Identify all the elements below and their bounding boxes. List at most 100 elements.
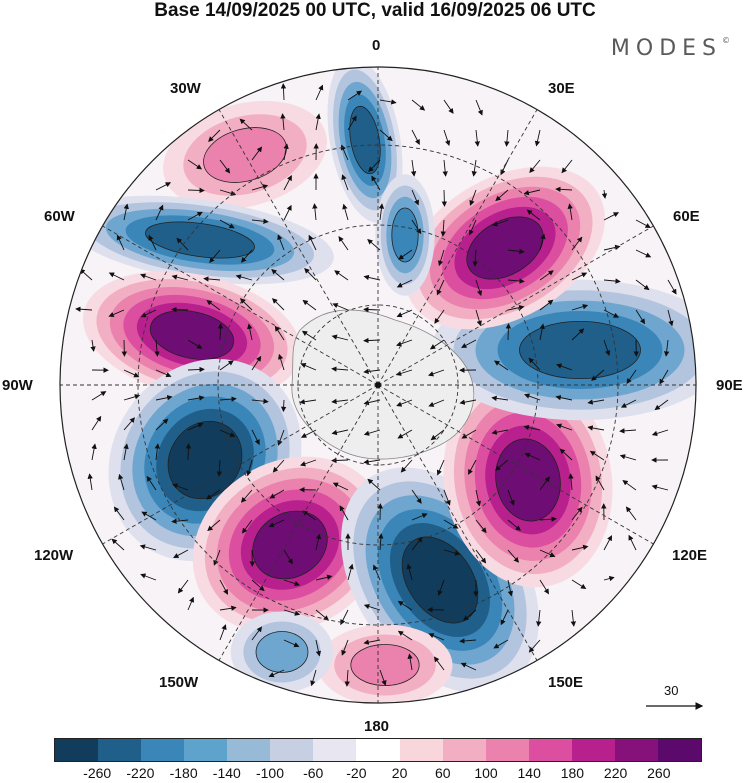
wind-vector	[570, 609, 576, 627]
wind-vector	[507, 549, 520, 563]
wind-vector	[591, 369, 605, 381]
wind-vector	[123, 417, 136, 431]
wind-vector	[494, 360, 509, 371]
wind-vector	[363, 306, 381, 313]
wind-vector	[437, 579, 445, 596]
anomaly-positive-northwest	[163, 100, 327, 210]
lon-label-150w: 150W	[159, 674, 199, 691]
wind-vector	[334, 270, 349, 281]
wind-vector	[219, 579, 229, 595]
wind-vector	[219, 219, 235, 229]
wind-vector	[219, 624, 227, 641]
wind-vector	[312, 203, 318, 221]
wind-vector	[428, 399, 445, 407]
wind-vector	[571, 328, 585, 341]
wind-vector	[568, 473, 574, 491]
wind-vector	[651, 484, 669, 491]
colorbar-swatch	[270, 739, 314, 761]
lon-label-60w: 60W	[44, 208, 75, 225]
wind-vector	[475, 309, 482, 327]
wind-vector	[187, 211, 203, 221]
wind-vector	[567, 203, 573, 221]
meridian-line	[100, 224, 379, 386]
wind-vector	[475, 489, 482, 507]
wind-vector	[123, 443, 129, 461]
wind-vector	[342, 203, 349, 221]
wind-vector	[406, 563, 413, 581]
anomaly-positive-south130w-contour	[252, 510, 328, 580]
wind-vector	[395, 369, 413, 376]
wind-vector	[339, 505, 349, 521]
wind-vector	[433, 656, 445, 671]
wind-vector	[493, 639, 509, 649]
wind-vector	[603, 535, 613, 551]
wind-vector	[146, 475, 157, 491]
wind-vector	[603, 278, 621, 284]
wind-vector	[635, 219, 651, 228]
wind-vector	[332, 482, 349, 491]
wind-vector	[622, 480, 637, 491]
wind-vector	[626, 369, 637, 384]
colorbar-swatch	[227, 739, 271, 761]
colorbar-tick-label: 60	[435, 765, 451, 781]
wind-vector	[331, 334, 349, 341]
wind-vector	[428, 633, 445, 641]
wind-vector	[280, 399, 287, 413]
colorbar-swatch	[571, 739, 615, 761]
wind-vector	[304, 267, 317, 281]
wind-vector	[363, 429, 381, 436]
wind-vector	[443, 489, 451, 506]
wind-vector	[251, 626, 263, 641]
wind-vector	[603, 575, 615, 582]
colorbar-swatch	[442, 739, 486, 761]
wind-vector	[443, 549, 461, 556]
wind-vector	[378, 533, 384, 551]
anomaly-negative-center-north	[375, 174, 435, 296]
colorbar-swatch	[485, 739, 529, 761]
wind-vector	[79, 268, 93, 281]
wind-vector	[111, 538, 125, 551]
anomaly-negative-south150w-contour	[255, 631, 309, 673]
wind-vector	[123, 369, 140, 378]
wind-vector	[251, 184, 269, 191]
wind-vector	[475, 99, 483, 116]
wind-vector	[555, 395, 573, 401]
wind-vector	[269, 489, 285, 499]
wind-vector	[539, 233, 546, 251]
wind-vector	[539, 270, 554, 281]
wind-vector	[300, 429, 317, 438]
wind-vector	[363, 603, 381, 611]
wind-vector	[396, 399, 413, 407]
wind-vector	[491, 395, 509, 402]
wind-vector	[331, 429, 349, 436]
wind-vector	[251, 355, 262, 371]
wind-vector	[315, 639, 322, 657]
wind-vector	[217, 323, 224, 341]
colorbar-tick-label: -260	[83, 765, 112, 781]
wind-vector	[400, 459, 413, 473]
wind-vector	[283, 204, 292, 221]
wind-vector	[436, 459, 445, 476]
wind-vector	[315, 113, 321, 131]
wind-vector	[283, 143, 289, 161]
wind-vector	[185, 443, 192, 461]
wind-vector	[315, 609, 330, 621]
wind-vector	[271, 268, 285, 281]
wind-vector	[635, 309, 646, 325]
wind-vector	[246, 459, 253, 477]
wind-vector	[187, 422, 204, 431]
wind-vector	[472, 249, 478, 267]
wind-vector	[475, 519, 487, 534]
wind-vector	[571, 304, 589, 311]
map-title: Base 14/09/2025 00 UTC, valid 16/09/2025…	[154, 0, 596, 21]
colorbar-tick-label: 140	[517, 765, 541, 781]
wind-vector	[461, 339, 477, 348]
graticule	[60, 67, 696, 703]
colorbar-tick-label: 20	[391, 765, 408, 781]
wind-vector	[154, 443, 161, 461]
wind-vector	[571, 544, 589, 551]
wind-vector	[561, 159, 573, 174]
colorbar-swatch	[528, 739, 572, 761]
wind-vector	[589, 450, 605, 461]
wind-vector	[595, 475, 605, 491]
